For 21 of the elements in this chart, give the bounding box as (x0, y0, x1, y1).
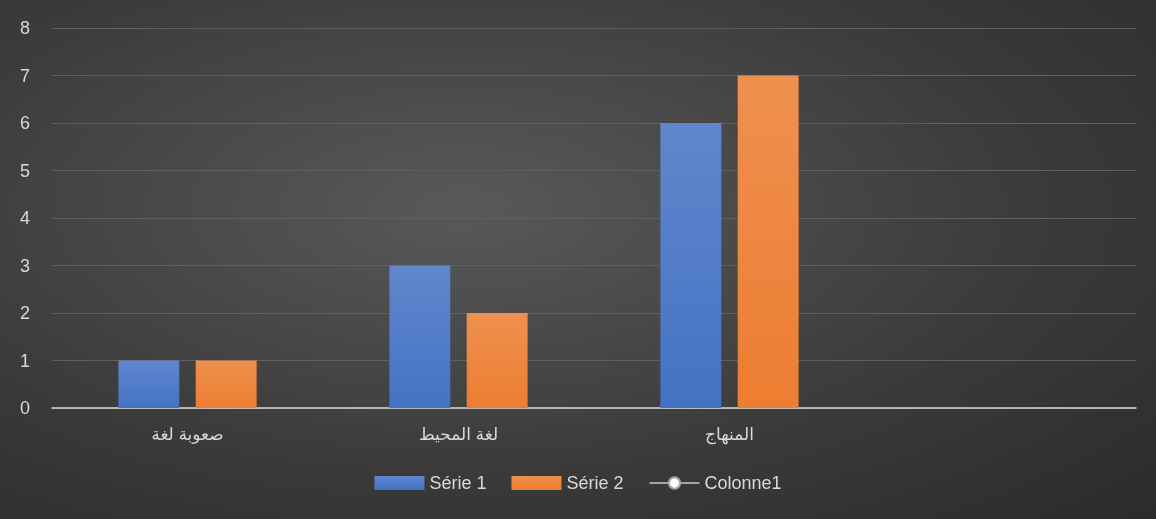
y-tick-label: 8 (19, 18, 30, 38)
x-tick-label: لغة المحيط (418, 425, 499, 444)
bar (389, 265, 451, 408)
y-tick-label: 0 (19, 398, 30, 418)
x-tick-label: صعوبة لغة (151, 425, 224, 444)
legend-label: Série 2 (566, 473, 624, 493)
y-tick-label: 5 (19, 160, 30, 181)
y-tick-label: 2 (19, 303, 30, 323)
y-tick-label: 7 (19, 65, 30, 86)
bar (195, 360, 257, 408)
y-tick-label: 4 (19, 208, 30, 228)
bar (466, 313, 528, 408)
y-tick-label: 3 (19, 255, 30, 276)
bar (660, 123, 722, 408)
bar (118, 360, 180, 408)
y-tick-label: 6 (19, 113, 30, 133)
x-tick-label: المنهاج (705, 425, 754, 445)
y-tick-label: 1 (19, 350, 30, 371)
bar (737, 75, 799, 408)
legend-label: Série 1 (429, 473, 487, 493)
legend-label: Colonne1 (704, 473, 782, 493)
